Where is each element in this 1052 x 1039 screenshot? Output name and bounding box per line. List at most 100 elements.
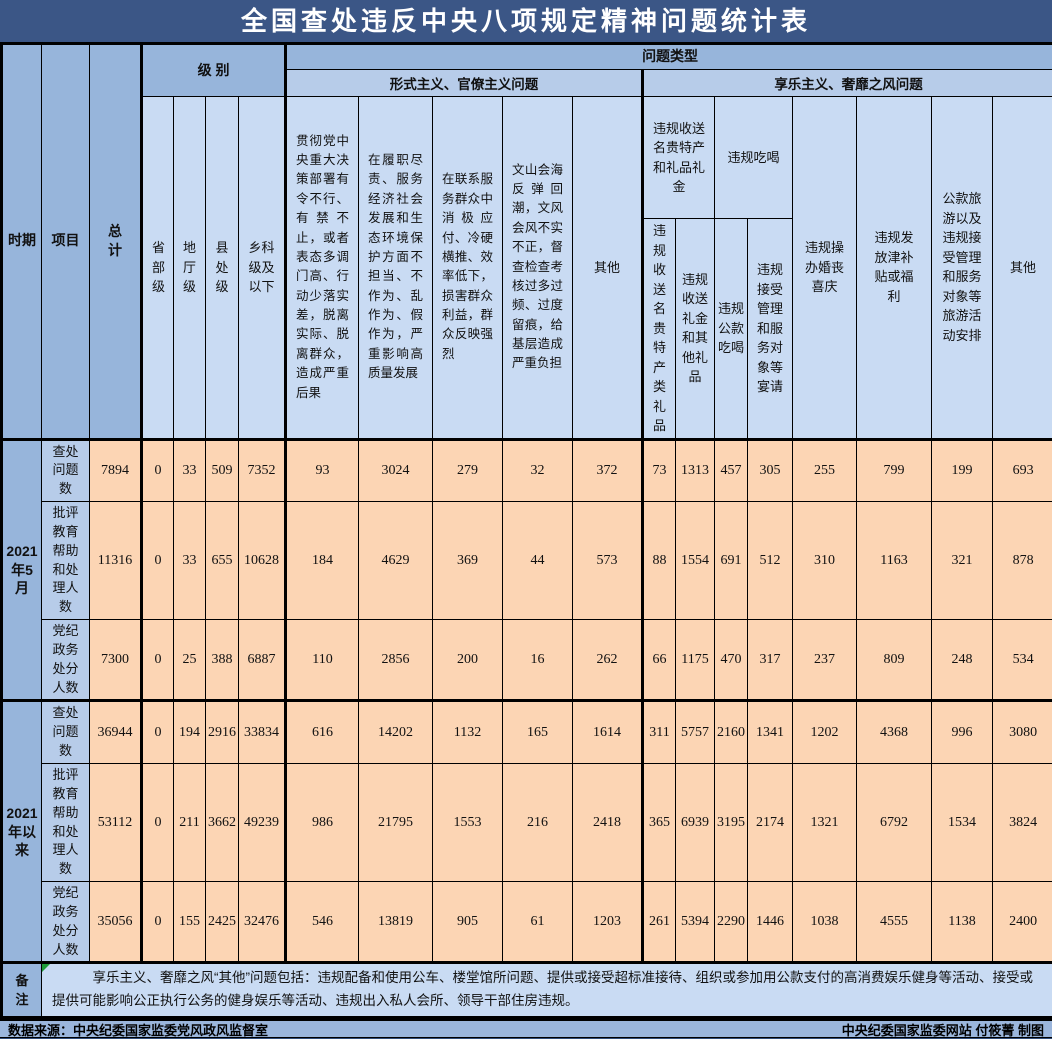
- data-cell: 110: [286, 620, 359, 701]
- data-cell: 457: [715, 439, 748, 502]
- data-cell: 165: [503, 701, 573, 764]
- data-cell: 7352: [239, 439, 286, 502]
- header-period: 时期: [2, 44, 42, 440]
- footer-bar: 数据来源：中央纪委国家监委党风政风监督室 中央纪委国家监委网站 付筱菁 制图: [0, 1019, 1052, 1038]
- data-cell: 1202: [793, 701, 857, 764]
- data-cell: 200: [433, 620, 503, 701]
- data-cell: 1163: [857, 502, 932, 620]
- data-cell: 809: [857, 620, 932, 701]
- header-problem-type: 问题类型: [286, 44, 1052, 70]
- data-cell: 33834: [239, 701, 286, 764]
- data-cell: 261: [643, 882, 676, 963]
- data-cell: 3080: [993, 701, 1052, 764]
- header-level-col: 县处级: [206, 97, 239, 440]
- data-cell: 66: [643, 620, 676, 701]
- header-hedonism-col: 违规接受管理和服务对象等宴请: [748, 219, 793, 440]
- header-hedonism-col: 违规收送礼金和其他礼品: [676, 219, 715, 440]
- header-level-col: 乡科级及以下: [239, 97, 286, 440]
- header-formalism-col: 在联系服务群众中消极应付、冷硬横推、效率低下，损害群众利益，群众反映强烈: [433, 97, 503, 440]
- note-cell: 享乐主义、奢靡之风“其他”问题包括：违规配备和使用公车、楼堂馆所问题、提供或接受…: [42, 963, 1052, 1018]
- data-cell: 321: [932, 502, 993, 620]
- data-cell: 0: [142, 701, 174, 764]
- data-cell: 3195: [715, 764, 748, 882]
- data-cell: 199: [932, 439, 993, 502]
- data-cell: 7894: [90, 439, 142, 502]
- data-cell: 2174: [748, 764, 793, 882]
- data-cell: 14202: [359, 701, 433, 764]
- page-title: 全国查处违反中央八项规定精神问题统计表: [0, 0, 1052, 42]
- data-cell: 616: [286, 701, 359, 764]
- data-source-text: 数据来源：中央纪委国家监委党风政风监督室: [8, 1020, 268, 1039]
- data-cell: 255: [793, 439, 857, 502]
- data-cell: 88: [643, 502, 676, 620]
- data-cell: 986: [286, 764, 359, 882]
- header-dining-group: 违规吃喝: [715, 97, 793, 219]
- data-cell: 3824: [993, 764, 1052, 882]
- data-cell: 310: [793, 502, 857, 620]
- data-cell: 2400: [993, 882, 1052, 963]
- data-cell: 248: [932, 620, 993, 701]
- data-cell: 3662: [206, 764, 239, 882]
- data-cell: 2425: [206, 882, 239, 963]
- data-cell: 2160: [715, 701, 748, 764]
- data-cell: 0: [142, 439, 174, 502]
- data-cell: 25: [174, 620, 206, 701]
- data-cell: 33: [174, 439, 206, 502]
- data-cell: 1321: [793, 764, 857, 882]
- data-cell: 693: [993, 439, 1052, 502]
- data-cell: 53112: [90, 764, 142, 882]
- data-cell: 311: [643, 701, 676, 764]
- data-cell: 534: [993, 620, 1052, 701]
- row-label-cell: 查处问题数: [42, 701, 90, 764]
- header-hedonism-col: 违规操办婚丧喜庆: [793, 97, 857, 440]
- header-hedonism-col: 违规收送名贵特产类礼品: [643, 219, 676, 440]
- data-cell: 1038: [793, 882, 857, 963]
- row-label-cell: 党纪政务处分人数: [42, 882, 90, 963]
- note-text: 享乐主义、奢靡之风“其他”问题包括：违规配备和使用公车、楼堂馆所问题、提供或接受…: [52, 967, 1043, 1013]
- data-cell: 36944: [90, 701, 142, 764]
- row-label-cell: 批评教育帮助和处理人数: [42, 764, 90, 882]
- header-hedonism-col: 违规发放津补贴或福利: [857, 97, 932, 440]
- header-hedonism-group: 享乐主义、奢靡之风问题: [643, 70, 1052, 97]
- data-cell: 655: [206, 502, 239, 620]
- data-cell: 1553: [433, 764, 503, 882]
- data-cell: 546: [286, 882, 359, 963]
- header-total: 总计: [90, 44, 142, 440]
- data-cell: 13819: [359, 882, 433, 963]
- header-formalism-col: 在履职尽责、服务经济社会发展和生态环境保护方面不担当、不作为、乱作为、假作为，严…: [359, 97, 433, 440]
- data-cell: 878: [993, 502, 1052, 620]
- data-cell: 799: [857, 439, 932, 502]
- data-cell: 1341: [748, 701, 793, 764]
- data-cell: 10628: [239, 502, 286, 620]
- data-cell: 1132: [433, 701, 503, 764]
- data-cell: 2418: [573, 764, 643, 882]
- green-corner-marker-icon: [42, 964, 50, 972]
- data-cell: 33: [174, 502, 206, 620]
- credit-text: 中央纪委国家监委网站 付筱菁 制图: [842, 1020, 1044, 1039]
- data-cell: 194: [174, 701, 206, 764]
- note-rows: 备注 享乐主义、奢靡之风“其他”问题包括：违规配备和使用公车、楼堂馆所问题、提供…: [2, 963, 1052, 1018]
- data-cell: 1534: [932, 764, 993, 882]
- data-cell: 509: [206, 439, 239, 502]
- data-cell: 7300: [90, 620, 142, 701]
- header-gift-group: 违规收送名贵特产和礼品礼金: [643, 97, 715, 219]
- data-cell: 279: [433, 439, 503, 502]
- data-cell: 905: [433, 882, 503, 963]
- data-cell: 1554: [676, 502, 715, 620]
- data-cell: 4629: [359, 502, 433, 620]
- data-cell: 691: [715, 502, 748, 620]
- data-cell: 0: [142, 764, 174, 882]
- data-cell: 4368: [857, 701, 932, 764]
- data-cell: 5757: [676, 701, 715, 764]
- data-cell: 262: [573, 620, 643, 701]
- data-cell: 32476: [239, 882, 286, 963]
- data-cell: 573: [573, 502, 643, 620]
- header-level-col: 地厅级: [174, 97, 206, 440]
- row-label-cell: 批评教育帮助和处理人数: [42, 502, 90, 620]
